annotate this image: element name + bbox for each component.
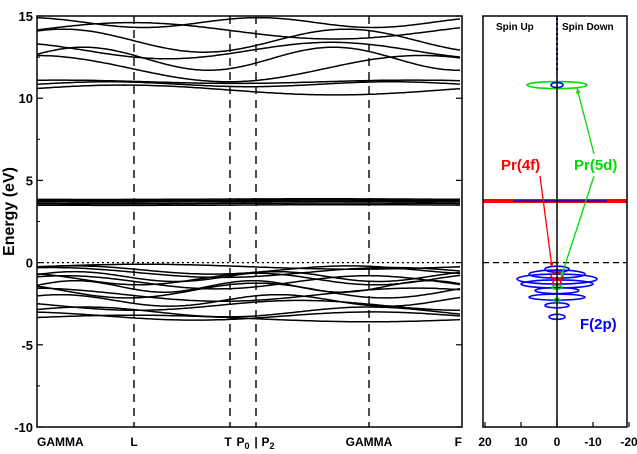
band-line bbox=[36, 200, 461, 203]
band-line bbox=[37, 198, 460, 201]
pdos-x-ticks: 20 10 0 -10 -20 bbox=[478, 422, 637, 449]
band-line bbox=[36, 279, 461, 293]
y-tick-label: 15 bbox=[19, 9, 33, 24]
band-line bbox=[37, 79, 461, 85]
pdos-plot-frame bbox=[482, 15, 628, 428]
spin-down-label: Spin Down bbox=[562, 22, 614, 33]
band-line bbox=[36, 266, 461, 279]
band-plot-frame bbox=[36, 15, 463, 428]
pdos-x-tick-label: 20 bbox=[478, 435, 492, 449]
x-tick-label: GAMMA bbox=[346, 435, 393, 449]
band-lines bbox=[36, 16, 461, 323]
pr5d-arrow-up-head bbox=[576, 88, 581, 94]
band-line bbox=[36, 263, 461, 270]
x-tick-separator: | bbox=[254, 435, 257, 449]
band-line bbox=[36, 287, 461, 302]
band-line bbox=[36, 81, 461, 88]
band-line bbox=[36, 41, 461, 60]
f2p-label: F(2p) bbox=[580, 316, 617, 333]
pr4f-label: Pr(4f) bbox=[501, 157, 540, 174]
y-axis-label: Energy (eV) bbox=[1, 167, 18, 256]
x-tick-label: P0 bbox=[236, 435, 249, 451]
band-line bbox=[36, 314, 461, 323]
band-line bbox=[36, 21, 461, 40]
band-line bbox=[36, 46, 460, 72]
pdos-x-tick-label: -20 bbox=[620, 435, 637, 449]
band-line bbox=[36, 84, 461, 96]
pr4f-arrow-head bbox=[548, 261, 554, 268]
band-line bbox=[37, 202, 460, 205]
pdos-x-tick-label: -10 bbox=[584, 435, 602, 449]
pdos-annotations: Pr(4f) Pr(5d) F(2p) bbox=[501, 87, 617, 333]
band-structure-panel: 15 10 5 0 -5 -10 GAMMA L T P0 P2 GAMMA F | Energy (e… bbox=[1, 9, 463, 451]
band-line bbox=[36, 272, 461, 286]
y-tick-label: 0 bbox=[26, 256, 33, 271]
x-tick-label: F bbox=[455, 435, 462, 449]
band-line bbox=[37, 203, 460, 207]
x-tick-label: P2 bbox=[261, 435, 274, 451]
pdos-x-tick-label: 10 bbox=[514, 435, 528, 449]
pdos-x-tick-label: 0 bbox=[554, 435, 561, 449]
x-tick-label: GAMMA bbox=[37, 435, 84, 449]
band-line bbox=[36, 28, 461, 53]
pdos-panel: 20 10 0 -10 -20 Spin Up Spin Down Pr(4f) Pr(5… bbox=[478, 15, 637, 449]
band-line bbox=[36, 306, 461, 318]
x-tick-label: L bbox=[130, 435, 137, 449]
pr5d-arrow-down bbox=[560, 175, 595, 278]
band-line bbox=[36, 275, 461, 290]
x-tick-label: T bbox=[224, 435, 232, 449]
spin-up-label: Spin Up bbox=[496, 22, 534, 33]
y-tick-label: -5 bbox=[21, 338, 33, 353]
band-line bbox=[36, 16, 461, 29]
pr4f-arrow bbox=[539, 175, 553, 268]
pr5d-arrow-up bbox=[576, 87, 595, 155]
y-ticks: 15 10 5 0 -5 -10 bbox=[14, 9, 462, 435]
band-line bbox=[36, 299, 461, 312]
y-tick-label: 10 bbox=[19, 91, 33, 106]
x-ticks: GAMMA L T P0 P2 GAMMA F | bbox=[37, 435, 462, 451]
band-line bbox=[36, 282, 461, 299]
y-tick-label: -10 bbox=[14, 420, 33, 435]
high-symmetry-lines bbox=[133, 16, 370, 427]
pr5d-label: Pr(5d) bbox=[574, 157, 617, 174]
band-line bbox=[37, 199, 461, 202]
y-tick-label: 5 bbox=[26, 173, 33, 188]
pr5d-arrow-down-head bbox=[560, 271, 565, 278]
